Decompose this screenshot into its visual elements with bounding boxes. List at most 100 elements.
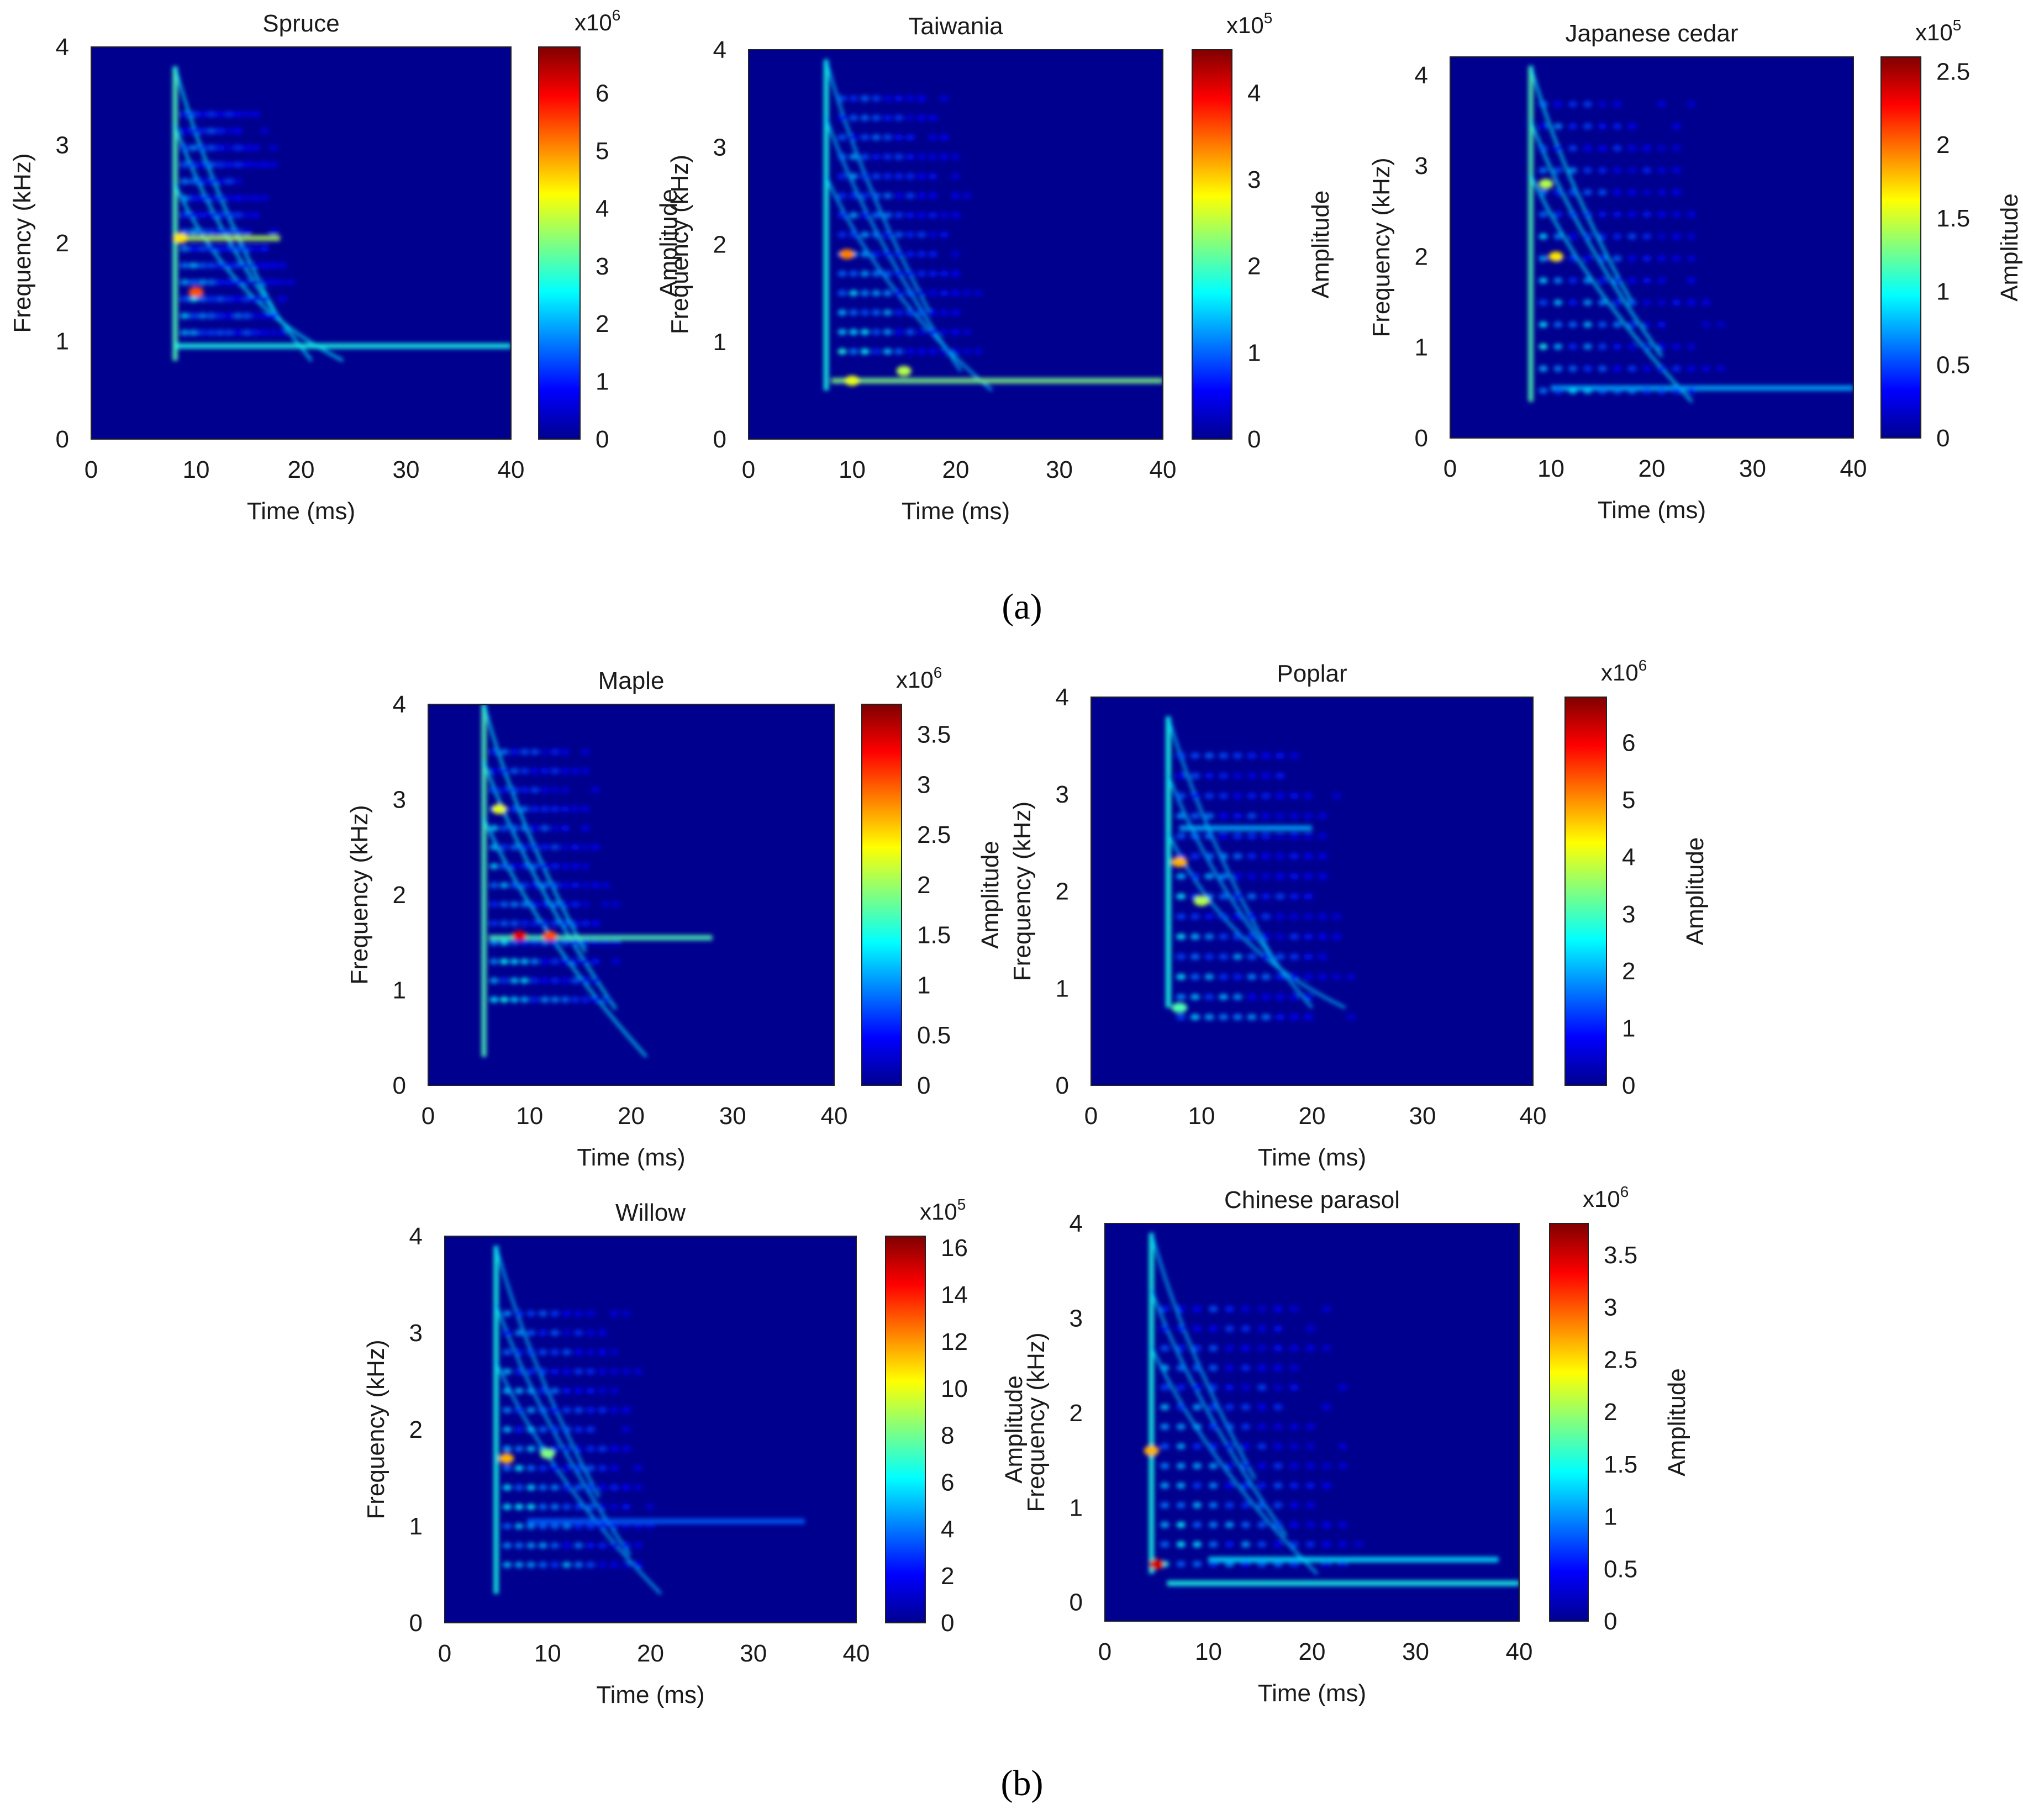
speckle-blob bbox=[1613, 189, 1622, 196]
colorbar-tick-label: 5 bbox=[1622, 787, 1635, 814]
speckle-blob bbox=[198, 178, 207, 185]
speckle-blob bbox=[242, 245, 252, 252]
speckle-blob bbox=[1176, 1423, 1186, 1430]
speckle-blob bbox=[562, 1523, 572, 1529]
speckle-blob bbox=[520, 825, 529, 831]
speckle-blob bbox=[198, 161, 207, 168]
speckle-blob bbox=[586, 1407, 596, 1413]
speckle-blob bbox=[928, 251, 937, 257]
speckle-blob bbox=[581, 958, 590, 965]
speckle-blob bbox=[550, 958, 560, 965]
speckle-blob bbox=[871, 289, 881, 297]
speckle-blob bbox=[1338, 1560, 1347, 1568]
speckle-blob bbox=[928, 329, 937, 335]
speckle-blob bbox=[233, 296, 243, 303]
speckle-blob bbox=[1190, 913, 1200, 920]
colorbar-tick-label: 4 bbox=[941, 1516, 954, 1543]
speckle-blob bbox=[581, 748, 590, 755]
speckle-blob bbox=[1241, 1502, 1251, 1508]
speckle-blob bbox=[1190, 1014, 1200, 1020]
speckle-blob bbox=[538, 1426, 548, 1433]
colorbar-tick-label: 1.5 bbox=[1936, 205, 1970, 232]
speckle-blob bbox=[883, 154, 892, 160]
speckle-blob bbox=[1322, 1306, 1331, 1312]
speckle-blob bbox=[530, 748, 540, 755]
speckle-blob bbox=[894, 251, 904, 257]
speckle-blob bbox=[1176, 873, 1186, 880]
speckle-blob bbox=[1598, 299, 1607, 306]
speckle-blob bbox=[207, 329, 216, 336]
speckle-blob bbox=[215, 161, 225, 168]
speckle-blob bbox=[489, 748, 499, 755]
speckle-blob bbox=[905, 309, 915, 316]
speckle-blob bbox=[1176, 1443, 1186, 1450]
speckle-blob bbox=[883, 134, 892, 141]
speckle-blob bbox=[189, 296, 198, 303]
speckle-blob bbox=[189, 144, 198, 151]
plot-background bbox=[749, 50, 1163, 439]
speckle-blob bbox=[1273, 1443, 1283, 1450]
speckle-blob bbox=[530, 825, 540, 831]
colorbar bbox=[1880, 56, 1921, 439]
speckle-blob bbox=[560, 787, 570, 793]
speckle-blob bbox=[1568, 145, 1578, 151]
speckle-blob bbox=[1209, 1463, 1218, 1469]
speckle-blob bbox=[1613, 344, 1622, 350]
speckle-blob bbox=[1190, 833, 1200, 840]
speckle-blob bbox=[1583, 321, 1592, 328]
colorbar-tick-label: 1 bbox=[1936, 278, 1950, 305]
speckle-blob bbox=[951, 289, 960, 297]
speckle-blob bbox=[1275, 933, 1285, 940]
speckle-blob bbox=[1204, 873, 1214, 880]
speckle-blob bbox=[207, 178, 216, 185]
speckle-blob bbox=[1583, 123, 1592, 130]
speckle-blob bbox=[1583, 211, 1592, 218]
colorbar-label: Amplitude bbox=[1000, 1375, 1028, 1484]
speckle-blob bbox=[849, 114, 858, 122]
speckle-blob bbox=[224, 296, 234, 303]
speckle-blob bbox=[837, 154, 847, 160]
speckle-blob bbox=[499, 844, 509, 851]
speckle-blob bbox=[1338, 1463, 1347, 1469]
heatmap-layer bbox=[1144, 1232, 1519, 1586]
colorbar-tick-label: 0.5 bbox=[1604, 1555, 1637, 1582]
speckle-blob bbox=[1318, 833, 1327, 840]
speckle-blob bbox=[530, 882, 540, 889]
speckle-blob bbox=[645, 1504, 655, 1510]
speckle-blob bbox=[1701, 365, 1711, 372]
speckle-blob bbox=[1598, 255, 1607, 262]
speckle-blob bbox=[562, 1484, 572, 1491]
speckle-blob bbox=[1613, 101, 1622, 108]
speckle-blob bbox=[1303, 1014, 1314, 1020]
speckle-blob bbox=[837, 231, 847, 238]
speckle-blob bbox=[916, 231, 926, 238]
speckle-blob bbox=[180, 262, 189, 269]
speckle-blob bbox=[928, 231, 937, 238]
colorbar-exponent-power: 5 bbox=[1264, 9, 1273, 27]
colorbar-tick-label: 2.5 bbox=[1936, 59, 1970, 86]
speckle-blob bbox=[939, 270, 949, 277]
speckle-blob bbox=[489, 768, 499, 774]
speckle-blob bbox=[550, 1407, 560, 1413]
onset-curve bbox=[482, 704, 587, 953]
speckle-blob bbox=[1275, 913, 1285, 920]
speckle-blob bbox=[571, 882, 580, 889]
speckle-blob bbox=[510, 958, 519, 965]
speckle-blob bbox=[1241, 1463, 1251, 1469]
speckle-blob bbox=[1303, 793, 1314, 799]
speckle-blob bbox=[1354, 1541, 1364, 1548]
speckle-blob bbox=[538, 1504, 548, 1510]
speckle-blob bbox=[860, 348, 870, 355]
speckle-blob bbox=[581, 844, 590, 851]
speckle-blob bbox=[621, 1561, 631, 1568]
speckle-blob bbox=[514, 1484, 524, 1491]
speckle-blob bbox=[571, 806, 580, 813]
speckle-blob bbox=[1553, 365, 1563, 372]
speckle-blob bbox=[1305, 1482, 1315, 1489]
chart-title: Taiwania bbox=[908, 13, 1003, 40]
speckle-blob bbox=[574, 1523, 583, 1529]
speckle-blob bbox=[1192, 1325, 1202, 1332]
speckle-blob bbox=[510, 768, 519, 774]
speckle-blob bbox=[550, 1310, 560, 1317]
colorbar-label: Amplitude bbox=[1307, 191, 1334, 299]
